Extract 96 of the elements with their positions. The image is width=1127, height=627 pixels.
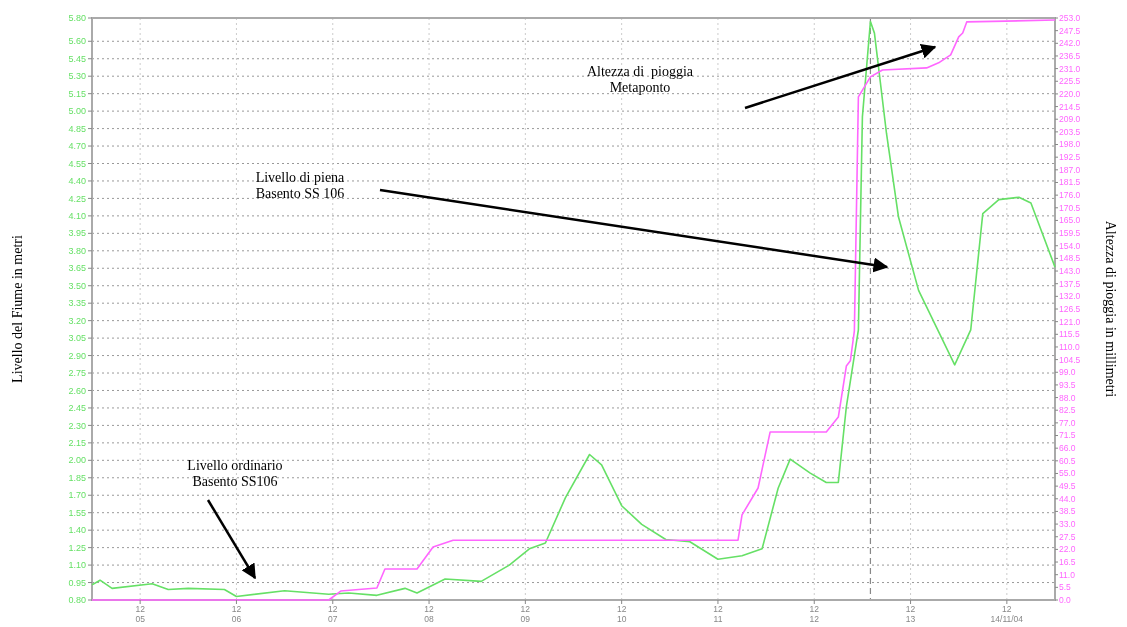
x-tick-label: 12 05 <box>135 604 146 624</box>
x-tick-label: 12 10 <box>616 604 627 624</box>
y2-tick-label: 214.5 <box>1059 101 1081 112</box>
y-tick-label: 4.55 <box>68 158 86 169</box>
y2-tick-label: 225.5 <box>1059 76 1081 87</box>
y-tick-label: 2.45 <box>68 403 86 414</box>
y-tick-label: 2.30 <box>68 420 86 431</box>
y2-tick-label: 192.5 <box>1059 152 1081 163</box>
y2-tick-label: 0.0 <box>1059 594 1072 605</box>
y2-tick-label: 71.5 <box>1059 430 1076 441</box>
y-axis-title: Livello del Fiume in metri <box>10 235 25 383</box>
y2-tick-label: 231.0 <box>1059 63 1081 74</box>
annotation: Livello di piena Basento SS 106 <box>255 170 346 202</box>
y2-tick-label: 154.0 <box>1059 240 1081 251</box>
y-tick-label: 2.00 <box>68 455 86 466</box>
y2-tick-label: 165.0 <box>1059 215 1081 226</box>
y-tick-label: 2.15 <box>68 438 86 449</box>
y2-tick-label: 55.0 <box>1059 468 1076 479</box>
y-tick-label: 0.95 <box>68 577 86 588</box>
y2-tick-label: 82.5 <box>1059 405 1076 416</box>
y2-tick-label: 5.5 <box>1059 582 1072 593</box>
y-tick-label: 1.85 <box>68 472 86 483</box>
y2-tick-label: 236.5 <box>1059 50 1081 61</box>
y2-tick-label: 22.0 <box>1059 544 1076 555</box>
y2-tick-label: 137.5 <box>1059 278 1081 289</box>
y-tick-label: 2.60 <box>68 385 86 396</box>
y2-tick-label: 126.5 <box>1059 303 1081 314</box>
y-tick-label: 2.90 <box>68 350 86 361</box>
y-tick-label: 4.85 <box>68 123 86 134</box>
x-tick-label: 12 06 <box>231 604 242 624</box>
y2-tick-label: 242.0 <box>1059 38 1081 49</box>
y-tick-label: 1.40 <box>68 525 86 536</box>
y2-tick-label: 143.0 <box>1059 266 1081 277</box>
y2-tick-label: 16.5 <box>1059 557 1076 568</box>
y-tick-label: 5.00 <box>68 106 86 117</box>
x-tick-label: 12 12 <box>809 604 820 624</box>
y2-tick-label: 203.5 <box>1059 126 1081 137</box>
x-tick-label: 12 08 <box>424 604 435 624</box>
y-tick-label: 3.50 <box>68 280 86 291</box>
y2-tick-label: 66.0 <box>1059 443 1076 454</box>
y2-tick-label: 181.5 <box>1059 177 1081 188</box>
annotation: Livello ordinario Basento SS106 <box>187 458 283 490</box>
y-tick-label: 3.05 <box>68 333 86 344</box>
y2-tick-label: 27.5 <box>1059 531 1076 542</box>
y2-tick-label: 11.0 <box>1059 569 1076 580</box>
y2-tick-label: 176.0 <box>1059 190 1081 201</box>
x-tick-label: 12 11 <box>713 604 723 624</box>
y2-tick-label: 77.0 <box>1059 417 1076 428</box>
y-tick-label: 3.95 <box>68 228 86 239</box>
y2-tick-label: 110.0 <box>1059 341 1080 352</box>
y2-tick-label: 220.0 <box>1059 88 1081 99</box>
y-tick-label: 4.70 <box>68 141 86 152</box>
y-tick-label: 4.25 <box>68 193 86 204</box>
x-tick-label: 12 07 <box>328 604 338 624</box>
y-tick-label: 5.30 <box>68 71 86 82</box>
y2-tick-label: 159.5 <box>1059 228 1081 239</box>
y-tick-label: 1.55 <box>68 507 86 518</box>
y2-axis-title: Altezza di pioggia in millimetri <box>1103 220 1118 398</box>
y2-tick-label: 93.5 <box>1059 379 1076 390</box>
y-tick-label: 2.75 <box>68 368 86 379</box>
y2-tick-label: 104.5 <box>1059 354 1081 365</box>
y-tick-label: 5.80 <box>68 13 86 24</box>
y-tick-label: 3.35 <box>68 298 86 309</box>
y2-tick-label: 170.5 <box>1059 202 1081 213</box>
y2-tick-label: 60.5 <box>1059 455 1076 466</box>
y-tick-label: 3.65 <box>68 263 86 274</box>
y-tick-label: 4.10 <box>68 211 86 222</box>
y-tick-label: 5.15 <box>68 88 86 99</box>
y2-tick-label: 49.5 <box>1059 481 1076 492</box>
y2-tick-label: 253.0 <box>1059 12 1081 23</box>
x-tick-label: 12 14/11/04 <box>990 604 1024 624</box>
y-tick-label: 4.40 <box>68 176 86 187</box>
y2-tick-label: 187.0 <box>1059 164 1081 175</box>
y-tick-label: 3.20 <box>68 315 86 326</box>
y2-tick-label: 38.5 <box>1059 506 1076 517</box>
y2-tick-label: 198.0 <box>1059 139 1081 150</box>
y-tick-label: 5.45 <box>68 53 86 64</box>
x-tick-label: 12 09 <box>520 604 531 624</box>
y2-tick-label: 99.0 <box>1059 367 1076 378</box>
y2-tick-label: 44.0 <box>1059 493 1076 504</box>
y2-tick-label: 115.5 <box>1059 329 1080 340</box>
y-tick-label: 1.25 <box>68 542 86 553</box>
y-tick-label: 1.10 <box>68 560 86 571</box>
y-tick-label: 1.70 <box>68 490 86 501</box>
y2-tick-label: 209.0 <box>1059 114 1081 125</box>
annotation: Altezza di pioggia Metaponto <box>586 64 694 96</box>
y2-tick-label: 121.0 <box>1059 316 1081 327</box>
x-tick-label: 12 13 <box>905 604 916 624</box>
y-tick-label: 0.80 <box>68 595 86 606</box>
y2-tick-label: 247.5 <box>1059 25 1081 36</box>
y2-tick-label: 148.5 <box>1059 253 1081 264</box>
y2-tick-label: 132.0 <box>1059 291 1081 302</box>
y-tick-label: 5.60 <box>68 36 86 47</box>
y-tick-label: 3.80 <box>68 245 86 256</box>
y2-tick-label: 33.0 <box>1059 519 1076 530</box>
y2-tick-label: 88.0 <box>1059 392 1076 403</box>
